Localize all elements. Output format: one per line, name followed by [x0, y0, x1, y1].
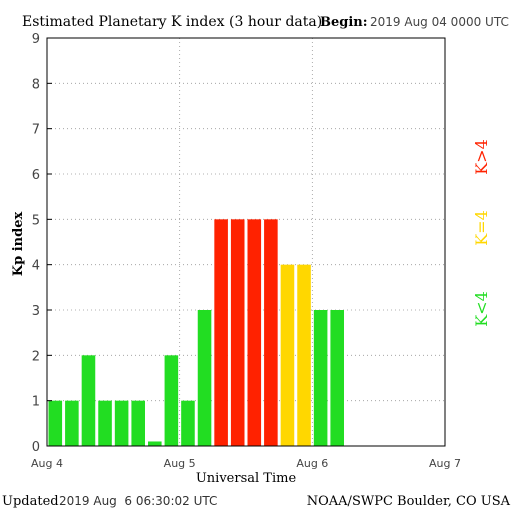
kp-bar — [65, 400, 79, 446]
kp-bar — [98, 400, 112, 446]
y-tick-label: 2 — [32, 349, 40, 364]
y-tick-label: 3 — [32, 304, 40, 319]
x-tick-label: Aug 4 — [31, 457, 63, 470]
y-tick-label: 8 — [32, 77, 40, 92]
y-axis-label: Kp index — [11, 212, 26, 277]
chart-title: Estimated Planetary K index (3 hour data… — [22, 14, 322, 30]
updated-label: Updated — [2, 494, 59, 509]
x-axis-label: Universal Time — [196, 471, 297, 486]
kp-bar — [214, 219, 228, 446]
y-tick-label: 0 — [32, 440, 40, 455]
begin-value: 2019 Aug 04 0000 UTC — [370, 15, 509, 29]
kp-bar — [330, 310, 344, 446]
kp-bar — [247, 219, 262, 446]
kp-bar — [131, 400, 145, 446]
kp-bar — [164, 355, 179, 446]
bars-group — [48, 219, 344, 446]
x-tick-label: Aug 7 — [429, 457, 461, 470]
x-tick-labels: Aug 4 Aug 5 Aug 6 Aug 7 — [31, 457, 461, 470]
plot-frame — [46, 37, 446, 447]
kp-bar — [264, 219, 278, 446]
kp-bar — [181, 400, 195, 446]
legend: K>4 K=4 K<4 — [472, 139, 491, 327]
x-tick-label: Aug 6 — [296, 457, 328, 470]
legend-item: K=4 — [472, 210, 491, 246]
y-tick-label: 1 — [32, 395, 40, 410]
y-tick-labels: 0 1 2 3 4 5 6 7 8 9 — [32, 32, 52, 455]
kp-bar — [230, 219, 245, 446]
updated-value: 2019 Aug 6 06:30:02 UTC — [59, 494, 217, 508]
y-tick-label: 4 — [32, 259, 40, 274]
y-tick-label: 9 — [32, 32, 40, 47]
kp-bar — [313, 310, 328, 446]
legend-item: K>4 — [472, 139, 491, 175]
begin-label: Begin: — [320, 15, 368, 30]
y-tick-label: 7 — [32, 123, 40, 138]
credit-text: NOAA/SWPC Boulder, CO USA — [307, 494, 511, 509]
legend-item: K<4 — [472, 291, 491, 327]
kp-bar — [148, 441, 162, 446]
y-tick-label: 5 — [32, 213, 40, 228]
kp-bar — [197, 310, 212, 446]
kp-bar — [81, 355, 96, 446]
kp-bar — [114, 400, 129, 446]
y-tick-label: 6 — [32, 168, 40, 183]
grid-lines — [47, 38, 445, 446]
x-tick-label: Aug 5 — [164, 457, 196, 470]
kp-bar — [297, 264, 311, 446]
kp-bar — [280, 264, 295, 446]
kp-bar — [48, 400, 63, 446]
